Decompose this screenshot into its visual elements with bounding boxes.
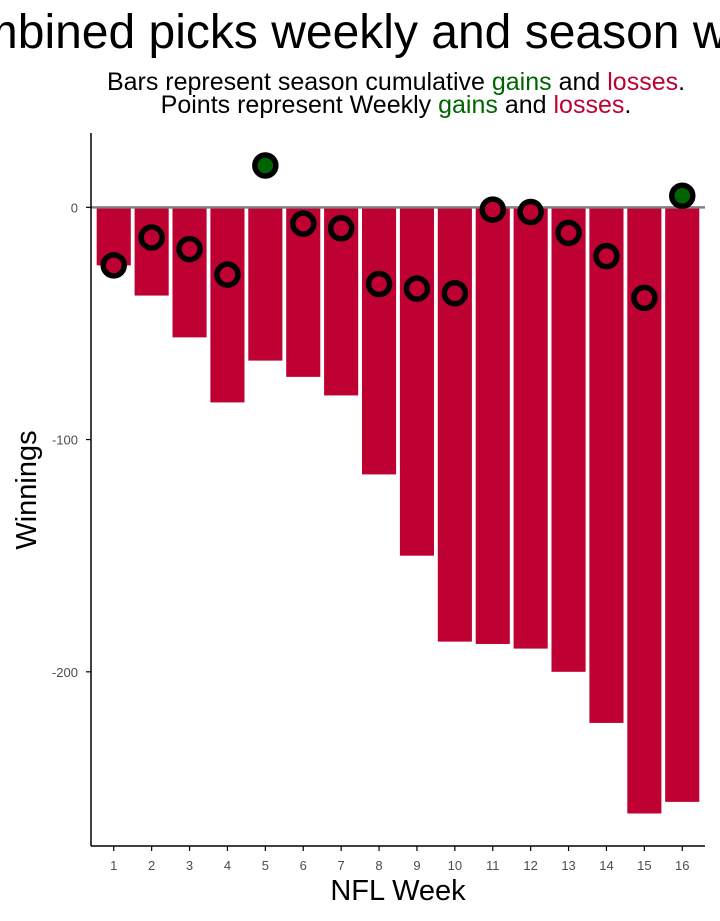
subtitle-segment-gain: gains	[492, 68, 552, 96]
subtitle-segment-loss: losses	[607, 68, 678, 96]
point-week-15	[631, 284, 658, 312]
x-ticks-group: 1 2 3 4 5 6 7 8 9 10 11 12 13 14 15 16	[110, 846, 689, 873]
x-tick-label: 7	[338, 858, 345, 873]
subtitle-segment-gain: gains	[438, 91, 498, 119]
point-week-6	[290, 210, 317, 237]
x-tick-label: 16	[675, 858, 689, 873]
subtitle-segment-plain: and	[552, 68, 608, 96]
x-tick-label: 13	[561, 858, 575, 873]
bar-week-2	[134, 207, 169, 296]
x-tick-label: 14	[599, 858, 613, 873]
x-tick-label: 11	[486, 858, 500, 873]
bar-week-13	[551, 207, 586, 672]
point-week-12	[517, 198, 544, 226]
chart-title: Combined picks weekly and season winning…	[0, 6, 720, 59]
bar-week-4	[210, 207, 245, 403]
x-tick-label: 10	[448, 858, 462, 873]
y-tick-label: -100	[52, 433, 78, 448]
x-tick-label: 12	[523, 858, 537, 873]
subtitle-segment-plain: Bars represent season cumulative	[107, 68, 492, 96]
y-tick-label: 0	[71, 200, 78, 215]
point-week-7	[327, 214, 355, 242]
bar-week-9	[399, 207, 435, 556]
bar-week-12	[513, 207, 548, 649]
y-tick-label: -200	[52, 665, 78, 680]
point-week-5	[252, 152, 279, 179]
bar-week-3	[172, 207, 207, 338]
chart-subtitle-line-1: Bars represent season cumulative gains a…	[107, 68, 685, 96]
x-tick-label: 3	[186, 858, 193, 873]
point-week-3	[176, 235, 203, 263]
x-tick-label: 15	[637, 858, 651, 873]
x-tick-label: 5	[262, 858, 269, 873]
points-group	[100, 152, 696, 312]
point-week-9	[403, 275, 431, 302]
x-axis-label: NFL Week	[330, 875, 466, 907]
bar-week-8	[361, 207, 397, 475]
point-week-16	[669, 182, 696, 209]
point-week-8	[365, 270, 393, 298]
x-tick-label: 4	[224, 858, 231, 873]
point-week-13	[555, 219, 582, 247]
x-tick-label: 9	[413, 858, 420, 873]
point-week-10	[441, 280, 469, 307]
bars-group	[96, 207, 700, 814]
point-week-2	[138, 224, 165, 251]
bar-week-10	[437, 207, 472, 642]
bar-week-11	[475, 207, 510, 644]
point-week-1	[100, 252, 127, 279]
point-week-14	[593, 242, 620, 270]
bar-week-5	[248, 207, 283, 361]
subtitle-segment-plain: .	[624, 91, 631, 119]
y-ticks-group: 0 -100 -200	[52, 200, 91, 680]
point-week-11	[479, 196, 506, 223]
y-axis-label: Winnings	[11, 430, 43, 549]
x-tick-label: 1	[110, 858, 117, 873]
subtitle-segment-plain: .	[678, 68, 685, 96]
chart-subtitle-line-2: Points represent Weekly gains and losses…	[161, 91, 632, 119]
subtitle-segment-loss: losses	[554, 91, 625, 119]
subtitle-segment-plain: and	[498, 91, 554, 119]
bar-week-14	[589, 207, 624, 723]
x-tick-label: 8	[375, 858, 382, 873]
x-tick-label: 6	[300, 858, 307, 873]
point-week-4	[214, 261, 241, 288]
subtitle-segment-plain: Points represent Weekly	[161, 91, 438, 119]
x-tick-label: 2	[148, 858, 155, 873]
bar-week-16	[665, 207, 700, 802]
